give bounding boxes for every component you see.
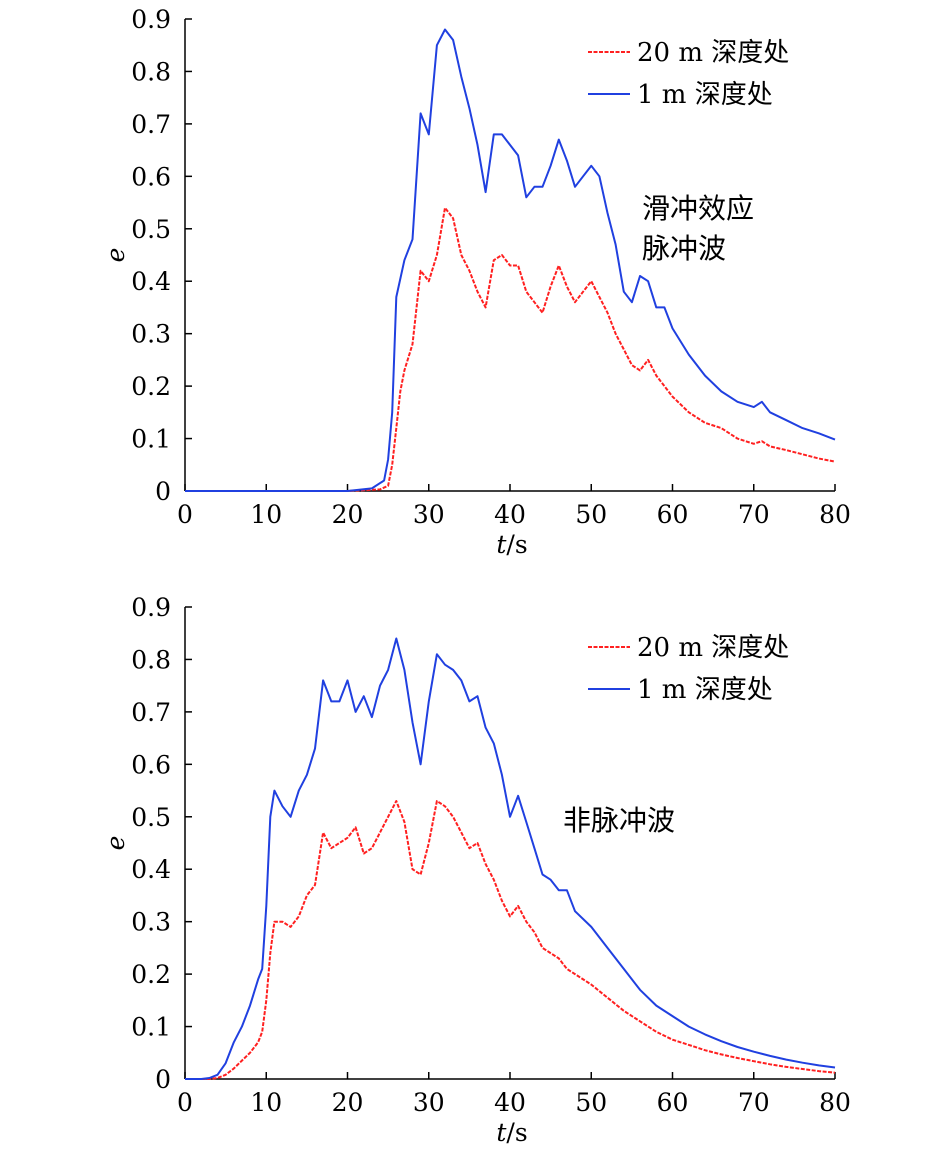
chart-annotation: 非脉冲波 (563, 804, 675, 837)
x-tick-label: 80 (819, 1088, 851, 1117)
y-tick-label: 0.3 (131, 320, 171, 349)
x-tick-label: 60 (657, 500, 689, 529)
legend-label: 1 m 深度处 (637, 675, 773, 705)
x-tick-label: 20 (332, 1088, 364, 1117)
x-tick-label: 10 (250, 1088, 282, 1117)
y-tick-label: 0.8 (131, 57, 171, 86)
legend-label: 20 m 深度处 (637, 633, 789, 663)
y-tick-label: 0.9 (131, 593, 171, 622)
x-tick-label: 50 (575, 1088, 607, 1117)
series-line-depth-1m (185, 28, 836, 492)
chart-annotation: 滑冲效应 (642, 192, 754, 225)
y-tick-label: 0.4 (131, 267, 171, 296)
x-tick-label: 0 (177, 500, 193, 529)
x-tick-label: 50 (575, 500, 607, 529)
x-axis-title: t/s (496, 1118, 527, 1147)
x-tick-label: 70 (738, 500, 770, 529)
y-axis-title: e (101, 248, 130, 263)
legend-label: 1 m 深度处 (637, 80, 773, 110)
y-tick-label: 0.2 (131, 960, 171, 989)
chart-annotation: 脉冲波 (642, 232, 726, 265)
x-tick-label: 70 (738, 1088, 770, 1117)
x-tick-label: 40 (494, 500, 526, 529)
y-tick-label: 0.4 (131, 855, 171, 884)
series-line-depth-1m (185, 637, 836, 1080)
y-tick-label: 0.1 (131, 425, 171, 454)
x-tick-label: 60 (657, 1088, 689, 1117)
y-tick-label: 0.7 (131, 110, 171, 139)
y-tick-label: 0 (155, 1065, 171, 1094)
x-tick-label: 30 (413, 500, 445, 529)
legend-label: 20 m 深度处 (637, 38, 789, 68)
chart-panel-1: 0 0.1 0.2 0.3 0.4 0.5 0.6 0.7 0.8 0.9 0 10 20 30 40 50 6… (101, 5, 851, 559)
x-tick-label: 10 (250, 500, 282, 529)
x-tick-label: 40 (494, 1088, 526, 1117)
series-line-depth-20m (185, 800, 836, 1080)
series-line-depth-20m (185, 206, 836, 492)
x-tick-label: 20 (332, 500, 364, 529)
y-tick-label: 0.5 (131, 215, 171, 244)
x-tick-label: 30 (413, 1088, 445, 1117)
y-tick-label: 0.5 (131, 803, 171, 832)
y-tick-label: 0.6 (131, 162, 171, 191)
x-tick-label: 80 (819, 500, 851, 529)
y-tick-label: 0.9 (131, 5, 171, 34)
y-tick-label: 0.6 (131, 750, 171, 779)
x-tick-label: 0 (177, 1088, 193, 1117)
y-tick-label: 0.8 (131, 645, 171, 674)
y-tick-label: 0 (155, 477, 171, 506)
chart-panel-2: 0 0.1 0.2 0.3 0.4 0.5 0.6 0.7 0.8 0.9 0 10 20 30 40 50 6… (101, 593, 851, 1147)
y-tick-label: 0.7 (131, 698, 171, 727)
y-axis-title: e (101, 836, 130, 851)
y-tick-label: 0.2 (131, 372, 171, 401)
y-tick-label: 0.1 (131, 1013, 171, 1042)
x-axis-title: t/s (496, 530, 527, 559)
y-tick-label: 0.3 (131, 908, 171, 937)
